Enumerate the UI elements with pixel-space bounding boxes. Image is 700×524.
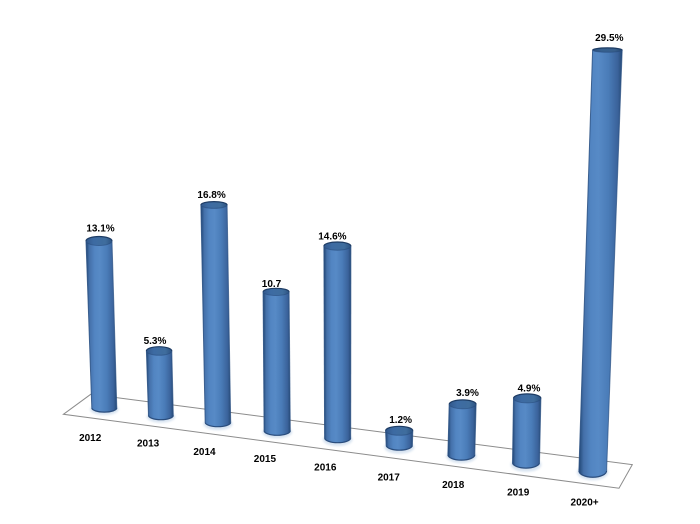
svg-text:2018: 2018 [442,480,465,491]
svg-text:2014: 2014 [193,447,216,458]
svg-text:2019: 2019 [507,488,530,499]
svg-text:29.5%: 29.5% [595,33,623,44]
svg-text:2016: 2016 [314,462,337,473]
svg-text:5.3%: 5.3% [144,336,167,347]
svg-text:3.9%: 3.9% [456,388,479,399]
svg-text:14.6%: 14.6% [318,232,346,243]
svg-text:2013: 2013 [137,439,160,450]
svg-text:2012: 2012 [79,433,102,444]
svg-text:13.1%: 13.1% [86,224,114,235]
svg-text:1.2%: 1.2% [389,415,412,426]
svg-text:2020+: 2020+ [571,498,599,509]
svg-text:2015: 2015 [254,454,277,465]
svg-text:16.8%: 16.8% [197,190,225,201]
svg-text:2017: 2017 [378,472,401,483]
svg-text:10.7: 10.7 [262,279,282,290]
svg-text:4.9%: 4.9% [518,383,541,394]
